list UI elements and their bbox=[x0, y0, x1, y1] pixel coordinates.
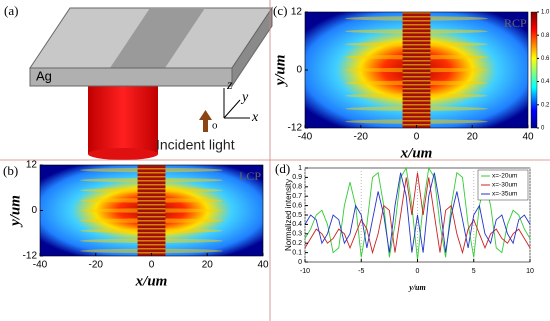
y-tick-label: 0.7 bbox=[292, 193, 302, 200]
y-axis-label: y/um bbox=[272, 55, 288, 88]
y-tick-label: 0.2 bbox=[292, 240, 302, 247]
colorbar-tick-label: 0.8 bbox=[541, 33, 550, 39]
y-tick-label: 0 bbox=[296, 65, 302, 76]
y-tick-label: -12 bbox=[23, 251, 38, 262]
x-tick-label: -5 bbox=[358, 268, 364, 275]
y-tick-label: 0.3 bbox=[292, 231, 302, 238]
x-tick-label: 20 bbox=[202, 260, 214, 271]
y-tick-label: 0.4 bbox=[292, 221, 302, 228]
legend-label: x=-20um bbox=[492, 173, 517, 180]
y-tick-label: 0.8 bbox=[292, 184, 302, 191]
x-axis-label: x/um bbox=[135, 273, 168, 289]
axis-z-label: z bbox=[226, 78, 233, 93]
y-tick-label: 1 bbox=[298, 165, 302, 172]
origin-label: o bbox=[212, 120, 218, 132]
y-tick-label: 12 bbox=[26, 160, 38, 171]
slit bbox=[110, 8, 205, 68]
y-tick-label: -12 bbox=[288, 123, 303, 134]
panel-a: (a) Ag z y x o Incident light bbox=[4, 3, 273, 160]
axis-x-label: x bbox=[251, 110, 259, 125]
x-tick-label: -20 bbox=[89, 260, 104, 271]
slit-band bbox=[137, 165, 166, 256]
x-tick-label: 20 bbox=[467, 132, 479, 143]
x-tick-label: 40 bbox=[257, 260, 269, 271]
x-tick-label: -20 bbox=[354, 132, 369, 143]
legend-label: x=-35um bbox=[492, 191, 517, 198]
colorbar-tick-label: 0.2 bbox=[541, 102, 550, 108]
beam-end bbox=[88, 148, 158, 160]
y-axis-label: Normalized intensity bbox=[284, 179, 293, 251]
colorbar-tick-label: 0 bbox=[541, 126, 545, 132]
y-tick-label: 0.6 bbox=[292, 202, 302, 209]
colorbar-tick-label: 1.0 bbox=[541, 10, 550, 16]
y-tick-label: 0.5 bbox=[292, 212, 302, 219]
x-tick-label: -40 bbox=[33, 260, 48, 271]
slit-band bbox=[402, 12, 431, 128]
x-tick-label: 0 bbox=[149, 260, 155, 271]
material-label: Ag bbox=[36, 68, 52, 83]
panel-label: (c) bbox=[273, 3, 287, 18]
arrow-shaft bbox=[203, 118, 208, 132]
y-tick-label: 0.1 bbox=[292, 249, 302, 256]
y-tick-label: 12 bbox=[291, 7, 303, 18]
panel-label: (a) bbox=[4, 3, 18, 18]
axis-y bbox=[223, 99, 241, 119]
colorbar-tick-label: 0.6 bbox=[541, 56, 550, 62]
y-tick-label: 0 bbox=[31, 205, 37, 216]
x-tick-label: 5 bbox=[472, 268, 476, 275]
x-axis-label: x/um bbox=[400, 145, 433, 161]
annotation: RCP bbox=[504, 16, 527, 30]
y-axis-label: y/um bbox=[7, 195, 23, 228]
x-tick-label: 10 bbox=[526, 268, 534, 275]
panel-label: (b) bbox=[3, 163, 18, 178]
y-tick-label: 0 bbox=[298, 259, 302, 266]
x-tick-label: 40 bbox=[522, 132, 534, 143]
arrow-head bbox=[199, 110, 212, 120]
x-tick-label: 0 bbox=[414, 132, 420, 143]
beam bbox=[88, 86, 158, 154]
x-tick-label: -10 bbox=[300, 268, 310, 275]
slab-side bbox=[231, 6, 273, 88]
y-tick-label: 0.9 bbox=[292, 174, 302, 181]
series-line bbox=[304, 172, 531, 253]
colorbar-tick-label: 0.4 bbox=[541, 79, 550, 85]
colorbar bbox=[530, 11, 538, 129]
series-line bbox=[304, 172, 531, 255]
x-axis-label: y/um bbox=[408, 283, 425, 292]
x-tick-label: 0 bbox=[416, 268, 420, 275]
annotation: LCP bbox=[239, 169, 261, 183]
legend-label: x=-30um bbox=[492, 182, 517, 189]
axis-y-label: y bbox=[240, 90, 249, 105]
panel-label: (d) bbox=[275, 161, 290, 176]
caption: Incident light bbox=[156, 137, 235, 153]
slab-front bbox=[29, 67, 233, 87]
x-tick-label: -40 bbox=[298, 132, 313, 143]
